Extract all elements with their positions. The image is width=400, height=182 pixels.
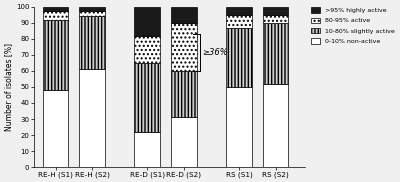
Bar — [171, 23, 197, 71]
Bar — [226, 27, 252, 87]
Bar — [43, 90, 68, 167]
Bar — [134, 35, 160, 63]
Bar — [80, 7, 105, 11]
Bar — [134, 63, 160, 132]
Bar — [134, 132, 160, 167]
Bar — [171, 117, 197, 167]
Bar — [171, 71, 197, 117]
Bar — [43, 11, 68, 19]
Bar — [43, 7, 68, 11]
Bar — [134, 7, 160, 35]
Bar — [80, 69, 105, 167]
Bar — [263, 23, 288, 84]
Bar — [263, 15, 288, 23]
Bar — [80, 16, 105, 69]
Bar — [80, 11, 105, 16]
Bar — [226, 87, 252, 167]
Bar — [43, 19, 68, 90]
Bar — [263, 7, 288, 15]
Bar — [226, 15, 252, 27]
Bar — [171, 7, 197, 23]
Legend: >95% highly active, 80-95% active, 10-80% slightly active, 0-10% non-active: >95% highly active, 80-95% active, 10-80… — [311, 7, 396, 45]
Bar — [263, 84, 288, 167]
Text: ≥36%: ≥36% — [202, 48, 228, 57]
Bar — [226, 7, 252, 15]
Y-axis label: Number of isolates [%]: Number of isolates [%] — [4, 43, 13, 131]
